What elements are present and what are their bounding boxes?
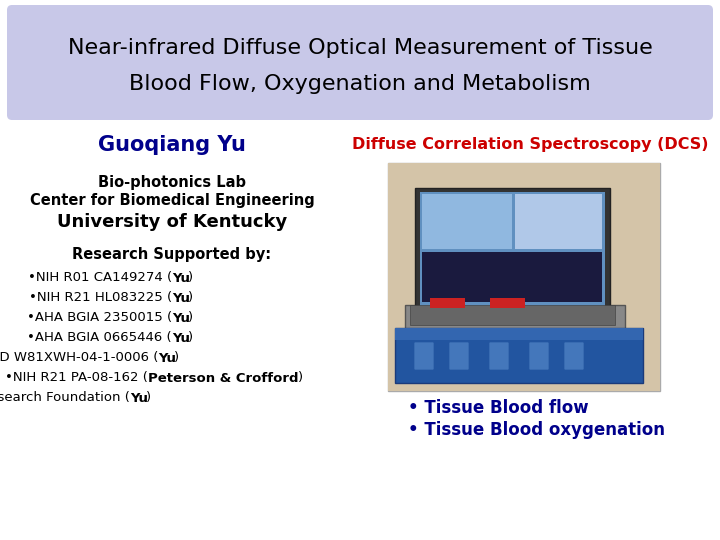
- Text: •AHA BGIA 2350015 (: •AHA BGIA 2350015 (: [27, 312, 172, 325]
- Text: Yu: Yu: [130, 392, 148, 404]
- Text: ): ): [146, 392, 151, 404]
- FancyBboxPatch shape: [529, 342, 549, 370]
- Text: Peterson & Crofford: Peterson & Crofford: [148, 372, 299, 384]
- FancyBboxPatch shape: [489, 342, 509, 370]
- FancyBboxPatch shape: [405, 305, 625, 335]
- FancyBboxPatch shape: [7, 5, 713, 120]
- Text: Yu: Yu: [172, 332, 190, 345]
- Text: Blood Flow, Oxygenation and Metabolism: Blood Flow, Oxygenation and Metabolism: [129, 74, 591, 94]
- FancyBboxPatch shape: [388, 163, 660, 391]
- FancyBboxPatch shape: [515, 194, 602, 249]
- Text: Research Supported by:: Research Supported by:: [73, 247, 271, 262]
- Text: Yu: Yu: [172, 272, 190, 285]
- Text: ): ): [298, 372, 304, 384]
- FancyBboxPatch shape: [388, 163, 660, 391]
- Text: Bio-photonics Lab: Bio-photonics Lab: [98, 174, 246, 190]
- FancyBboxPatch shape: [410, 305, 615, 325]
- Text: ): ): [188, 272, 193, 285]
- Text: •NIH R21 PA-08-162 (: •NIH R21 PA-08-162 (: [5, 372, 148, 384]
- Text: •NIH R01 CA149274 (: •NIH R01 CA149274 (: [28, 272, 172, 285]
- Text: •NIH R21 HL083225 (: •NIH R21 HL083225 (: [29, 292, 172, 305]
- Text: Yu: Yu: [172, 292, 190, 305]
- FancyBboxPatch shape: [422, 252, 602, 302]
- Text: Guoqiang Yu: Guoqiang Yu: [98, 135, 246, 155]
- Text: Diffuse Correlation Spectroscopy (DCS): Diffuse Correlation Spectroscopy (DCS): [352, 138, 708, 152]
- FancyBboxPatch shape: [395, 328, 643, 340]
- Text: Center for Biomedical Engineering: Center for Biomedical Engineering: [30, 192, 315, 207]
- Text: ): ): [188, 312, 193, 325]
- FancyBboxPatch shape: [414, 342, 434, 370]
- FancyBboxPatch shape: [422, 194, 512, 249]
- Text: • Tissue Blood flow: • Tissue Blood flow: [408, 399, 589, 417]
- Text: •AHA BGIA 0665446 (: •AHA BGIA 0665446 (: [27, 332, 172, 345]
- Text: University of Kentucky: University of Kentucky: [57, 213, 287, 231]
- Text: ): ): [188, 292, 193, 305]
- Text: •DOD W81XWH-04-1-0006 (: •DOD W81XWH-04-1-0006 (: [0, 352, 158, 365]
- Text: ): ): [188, 332, 193, 345]
- Text: • Tissue Blood oxygenation: • Tissue Blood oxygenation: [408, 421, 665, 439]
- FancyBboxPatch shape: [449, 342, 469, 370]
- FancyBboxPatch shape: [430, 298, 465, 308]
- Text: •University of Kentucky Research Foundation (: •University of Kentucky Research Foundat…: [0, 392, 130, 404]
- FancyBboxPatch shape: [395, 328, 643, 383]
- Text: ): ): [174, 352, 179, 365]
- FancyBboxPatch shape: [564, 342, 584, 370]
- Text: Yu: Yu: [158, 352, 176, 365]
- FancyBboxPatch shape: [420, 192, 605, 306]
- FancyBboxPatch shape: [490, 298, 525, 308]
- Text: Yu: Yu: [172, 312, 190, 325]
- Text: Near-infrared Diffuse Optical Measurement of Tissue: Near-infrared Diffuse Optical Measuremen…: [68, 38, 652, 58]
- FancyBboxPatch shape: [415, 188, 610, 310]
